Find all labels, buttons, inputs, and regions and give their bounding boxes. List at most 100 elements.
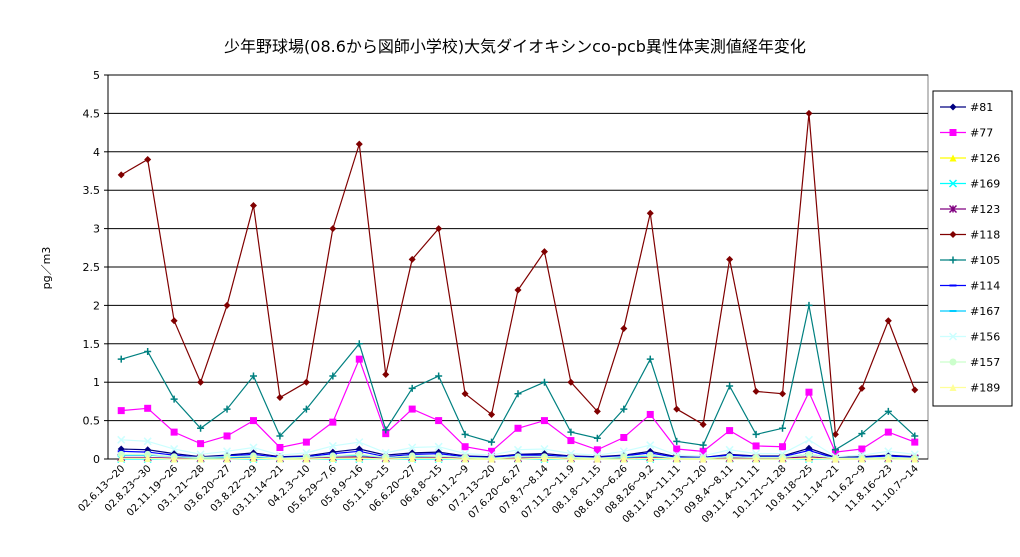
data-point [726, 427, 734, 435]
data-point [911, 386, 919, 394]
data-point [143, 437, 152, 446]
data-point [620, 405, 628, 413]
data-point [646, 355, 654, 363]
y-tick-label: 1.5 [83, 338, 101, 351]
data-point [276, 394, 284, 402]
data-point [355, 355, 363, 363]
data-point [858, 430, 866, 438]
data-point [884, 455, 892, 463]
legend-marker [949, 358, 957, 366]
legend-label: #114 [970, 280, 1000, 293]
data-point [249, 443, 258, 452]
data-point [223, 447, 232, 456]
data-point [355, 450, 363, 458]
data-point [329, 454, 337, 462]
legend-label: #81 [970, 101, 993, 114]
data-point [329, 372, 337, 380]
legend-marker [948, 332, 958, 341]
data-point [513, 445, 523, 454]
data-point [593, 446, 601, 454]
data-point [355, 438, 364, 447]
data-point [699, 420, 707, 428]
data-point [593, 407, 601, 415]
legend-box [932, 90, 1013, 407]
data-point [646, 209, 654, 217]
data-point [831, 455, 839, 463]
data-point [567, 428, 575, 436]
data-point [382, 455, 390, 463]
data-point [858, 455, 866, 463]
legend-marker [948, 204, 958, 214]
data-point [514, 455, 522, 463]
data-point [514, 390, 522, 398]
data-point [408, 405, 416, 413]
data-point [673, 405, 681, 413]
data-point [540, 248, 548, 256]
data-point [831, 430, 839, 438]
data-point [276, 455, 284, 463]
legend-label: #77 [970, 127, 993, 140]
data-point [804, 435, 813, 444]
data-point [355, 340, 363, 348]
data-point [197, 424, 205, 432]
data-point [382, 430, 390, 438]
data-point [435, 417, 443, 425]
data-point [699, 455, 707, 463]
legend-label: #118 [970, 229, 1000, 242]
data-point [488, 410, 496, 418]
data-point [593, 455, 601, 463]
y-tick-label: 0.5 [83, 415, 101, 428]
data-point [117, 355, 125, 363]
legend-label: #123 [970, 203, 1000, 216]
legend-marker [949, 384, 957, 391]
data-point [726, 255, 734, 263]
legend-marker [948, 179, 958, 188]
data-point [858, 384, 866, 392]
data-point [144, 450, 152, 458]
data-point [779, 455, 787, 463]
data-point [197, 440, 205, 448]
data-point [911, 432, 919, 440]
data-point [249, 372, 257, 380]
y-tick-label: 3 [93, 223, 100, 236]
data-point [884, 407, 892, 415]
data-point [593, 434, 601, 442]
data-point [911, 455, 919, 463]
data-point [646, 410, 654, 418]
data-point [752, 455, 760, 463]
data-point [223, 301, 231, 309]
data-point [302, 438, 310, 446]
data-point [752, 387, 760, 395]
data-point [514, 286, 522, 294]
data-point [197, 378, 205, 386]
legend-label: #169 [970, 178, 1000, 191]
legend-marker [949, 129, 957, 136]
data-point [328, 441, 337, 450]
data-point [461, 443, 469, 451]
data-point [699, 447, 707, 455]
y-tick-label: 2 [93, 299, 100, 312]
data-point [884, 428, 892, 436]
data-point [435, 454, 443, 462]
data-point [117, 171, 125, 179]
data-point [567, 378, 575, 386]
data-point [752, 442, 760, 450]
data-point [408, 384, 416, 392]
data-point [329, 225, 337, 233]
y-axis-label: pg／m3 [40, 247, 53, 290]
data-point [726, 382, 734, 390]
data-point [382, 371, 390, 379]
legend-marker [949, 256, 957, 264]
legend-marker [949, 103, 957, 111]
legend-marker [949, 154, 957, 162]
data-point [540, 444, 549, 454]
data-point [461, 455, 469, 463]
data-point [805, 301, 813, 309]
y-tick-label: 5 [93, 69, 100, 82]
data-point [223, 455, 231, 463]
data-point [170, 455, 178, 463]
data-point [434, 442, 443, 451]
data-point [170, 428, 178, 436]
data-point [567, 437, 575, 445]
y-tick-label: 4.5 [83, 107, 101, 120]
